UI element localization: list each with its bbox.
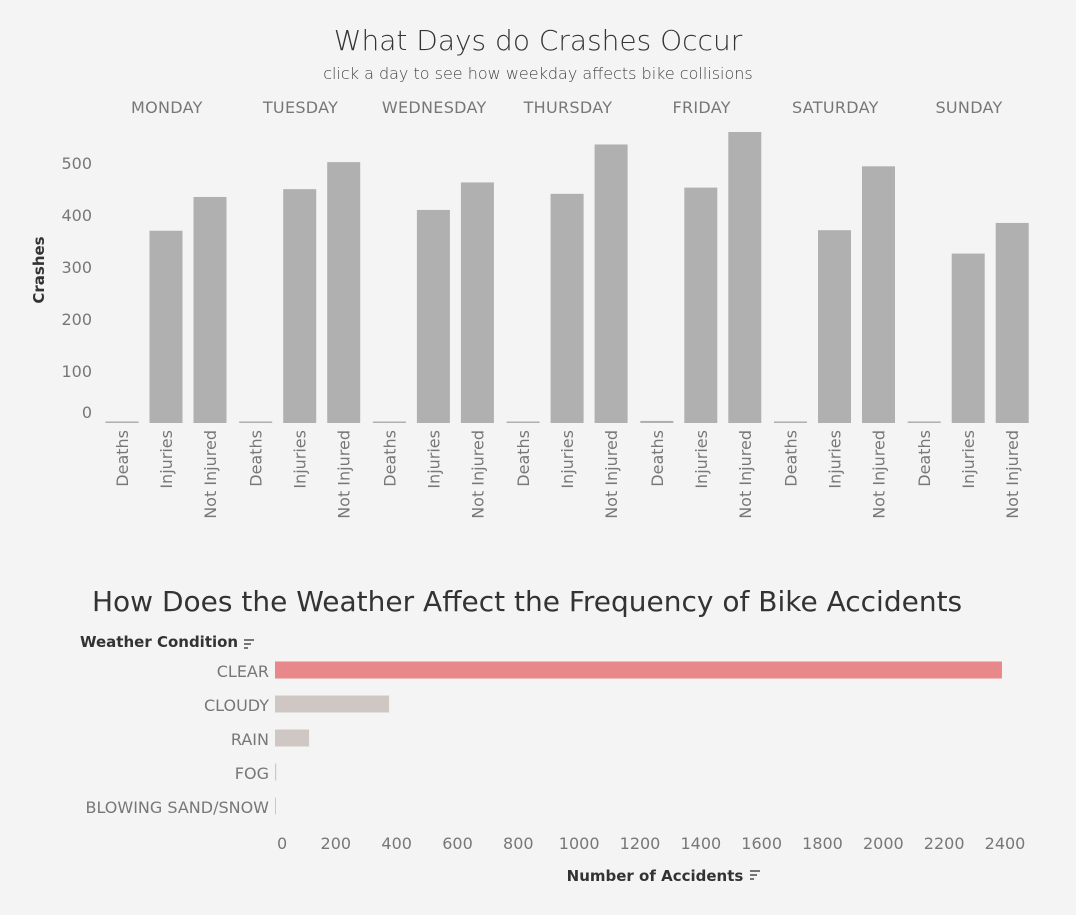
x-tick-label: 0 xyxy=(277,834,287,853)
y-tick-label: 0 xyxy=(82,403,92,422)
category-label: Not Injured xyxy=(870,430,889,519)
x-tick-label: 1800 xyxy=(802,834,843,853)
weather-bar-fog[interactable] xyxy=(275,763,277,781)
x-tick-label: 400 xyxy=(381,834,412,853)
bar-sunday-deaths[interactable] xyxy=(907,421,941,423)
day-header-sunday[interactable]: SUNDAY xyxy=(935,98,1002,117)
bar-thursday-not-injured[interactable] xyxy=(594,144,628,423)
y-tick-label: 400 xyxy=(61,206,92,225)
bar-wednesday-injuries[interactable] xyxy=(416,209,450,423)
x-axis-title: Number of Accidents xyxy=(567,867,744,885)
weather-bar-blowing-sand-snow[interactable] xyxy=(275,797,276,815)
bar-wednesday-deaths[interactable] xyxy=(372,421,406,424)
y-tick-label: 500 xyxy=(61,154,92,173)
bar-saturday-injuries[interactable] xyxy=(818,230,851,423)
bar-saturday-deaths[interactable] xyxy=(774,421,807,423)
category-label: Injuries xyxy=(424,430,443,489)
y-tick-label: 100 xyxy=(61,362,92,381)
day-header-monday[interactable]: MONDAY xyxy=(131,98,203,117)
weather-label-fog: FOG xyxy=(235,764,269,783)
weather-chart-title: How Does the Weather Affect the Frequenc… xyxy=(92,585,963,618)
crashes-chart-title: What Days do Crashes Occur xyxy=(333,24,743,57)
bar-friday-injuries[interactable] xyxy=(684,187,718,423)
y-tick-label: 200 xyxy=(61,310,92,329)
category-label: Deaths xyxy=(247,430,266,487)
category-label: Injuries xyxy=(291,430,310,489)
bar-sunday-not-injured[interactable] xyxy=(995,222,1029,423)
weather-bar-clear[interactable] xyxy=(275,661,1002,679)
category-label: Not Injured xyxy=(602,430,621,519)
category-label: Deaths xyxy=(648,430,667,487)
category-label: Deaths xyxy=(514,430,533,487)
day-header-thursday[interactable]: THURSDAY xyxy=(523,98,613,117)
x-tick-label: 2000 xyxy=(863,834,904,853)
category-label: Injuries xyxy=(692,430,711,489)
bar-tuesday-not-injured[interactable] xyxy=(327,162,361,423)
bar-tuesday-deaths[interactable] xyxy=(239,421,273,423)
bar-thursday-injuries[interactable] xyxy=(550,193,584,423)
category-label: Deaths xyxy=(113,430,132,487)
x-tick-label: 1400 xyxy=(680,834,721,853)
x-tick-label: 200 xyxy=(321,834,352,853)
bar-friday-deaths[interactable] xyxy=(640,420,674,423)
category-label: Not Injured xyxy=(736,430,755,519)
bar-monday-not-injured[interactable] xyxy=(193,196,227,423)
category-label: Injuries xyxy=(826,430,845,489)
bar-wednesday-not-injured[interactable] xyxy=(460,182,494,423)
category-label: Not Injured xyxy=(201,430,220,519)
category-label: Deaths xyxy=(782,430,801,487)
category-label: Injuries xyxy=(157,430,176,489)
day-header-saturday[interactable]: SATURDAY xyxy=(792,98,879,117)
y-axis-title: Crashes xyxy=(30,236,48,303)
bar-tuesday-injuries[interactable] xyxy=(283,189,317,423)
category-label: Not Injured xyxy=(335,430,354,519)
bar-thursday-deaths[interactable] xyxy=(506,421,540,424)
day-header-friday[interactable]: FRIDAY xyxy=(672,98,730,117)
bar-saturday-not-injured[interactable] xyxy=(862,166,895,423)
weather-bar-rain[interactable] xyxy=(275,729,310,747)
category-label: Injuries xyxy=(558,430,577,489)
x-tick-label: 2400 xyxy=(985,834,1026,853)
x-tick-label: 800 xyxy=(503,834,534,853)
category-label: Injuries xyxy=(959,430,978,489)
category-label: Not Injured xyxy=(1003,430,1022,519)
crashes-chart-subtitle: click a day to see how weekday affects b… xyxy=(323,64,753,83)
bar-monday-deaths[interactable] xyxy=(105,421,139,423)
x-tick-label: 600 xyxy=(442,834,473,853)
x-tick-label: 2200 xyxy=(924,834,965,853)
weather-label-rain: RAIN xyxy=(231,730,269,749)
weather-label-blowing-sand-snow: BLOWING SAND/SNOW xyxy=(85,798,269,817)
weather-label-clear: CLEAR xyxy=(217,662,269,681)
bar-monday-injuries[interactable] xyxy=(149,230,183,423)
bar-friday-not-injured[interactable] xyxy=(728,132,762,423)
y-tick-label: 300 xyxy=(61,258,92,277)
x-tick-label: 1600 xyxy=(741,834,782,853)
day-header-tuesday[interactable]: TUESDAY xyxy=(262,98,338,117)
category-label: Deaths xyxy=(915,430,934,487)
category-label: Deaths xyxy=(380,430,399,487)
day-header-wednesday[interactable]: WEDNESDAY xyxy=(382,98,487,117)
weather-bar-cloudy[interactable] xyxy=(275,695,390,713)
bar-sunday-injuries[interactable] xyxy=(951,253,985,423)
weather-label-cloudy: CLOUDY xyxy=(204,696,269,715)
weather-axis-title: Weather Condition xyxy=(80,633,238,651)
x-tick-label: 1000 xyxy=(559,834,600,853)
x-tick-label: 1200 xyxy=(620,834,661,853)
category-label: Not Injured xyxy=(468,430,487,519)
